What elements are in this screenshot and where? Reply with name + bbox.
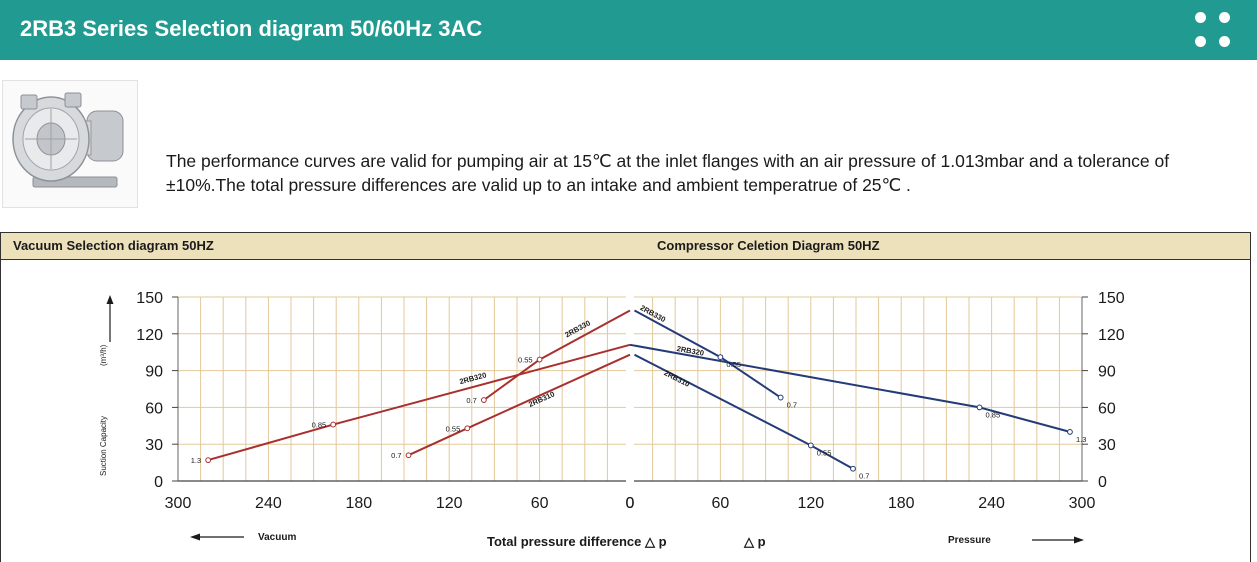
pressure-x-tick-label: 300 [1069,495,1096,512]
page-title: 2RB3 Series Selection diagram 50/60Hz 3A… [20,16,483,41]
chart-series [205,309,1073,472]
vacuum-x-tick-label: 180 [345,495,372,512]
product-image [2,80,138,208]
vacuum-y-tick-label: 30 [145,437,163,454]
vacuum-data-point [480,397,487,403]
pressure-series-line [629,343,1071,433]
pressure-data-point [777,394,784,401]
pressure-x-tick-label: 240 [978,495,1005,512]
vacuum-y-tick-label: 150 [136,290,163,307]
pressure-y-tick-label: 0 [1098,474,1107,491]
vacuum-series-name: 2RB310 [527,389,556,409]
panel-header: Vacuum Selection diagram 50HZ Compressor… [1,233,1250,260]
pressure-y-tick-label: 90 [1098,364,1116,381]
pressure-data-point [850,465,856,472]
pressure-x-tick-label: 0 [626,495,635,512]
vacuum-data-point [405,452,412,459]
pressure-point-label: 1.3 [1076,435,1086,444]
vacuum-y-tick-label: 60 [145,400,163,417]
vacuum-direction-arrow [190,533,244,541]
vacuum-point-label: 0.7 [391,451,401,460]
pressure-series-line [634,309,782,399]
chart-grid [177,296,1083,482]
y-axis-unit: (m³/h) [99,344,108,366]
pressure-series-name: 2RB310 [663,368,692,389]
vacuum-x-tick-label: 300 [165,495,192,512]
pressure-data-point [807,442,814,449]
pressure-y-tick-label: 30 [1098,437,1116,454]
vacuum-point-label: 0.7 [466,396,476,405]
pressure-x-tick-label: 180 [888,495,915,512]
vacuum-data-point [205,457,212,464]
vacuum-axis-label: Vacuum [258,532,296,543]
vacuum-x-tick-label: 120 [436,495,463,512]
vacuum-x-tick-label: 240 [255,495,282,512]
vacuum-data-point [464,425,471,432]
vacuum-x-tick-label: 60 [531,495,549,512]
vacuum-x-tick-label: 0 [626,495,635,512]
pressure-data-point [976,404,983,411]
delta-p-label: △ p [743,534,766,549]
pressure-data-point [1067,429,1073,435]
vacuum-point-label: 1.3 [191,456,201,465]
vacuum-series-name: 2RB330 [563,318,591,339]
pressure-y-tick-label: 60 [1098,400,1116,417]
vacuum-y-tick-label: 90 [145,364,163,381]
vacuum-series-line [483,309,631,401]
vacuum-y-tick-label: 120 [136,327,163,344]
vacuum-series-line [207,343,631,462]
pressure-point-label: 0.55 [817,448,832,457]
compressor-diagram-title: Compressor Celetion Diagram 50HZ [657,238,880,253]
vacuum-point-label: 0.55 [518,356,533,365]
pressure-y-tick-label: 150 [1098,290,1125,307]
vacuum-series-line [408,353,631,457]
dots-menu-icon[interactable] [1195,12,1235,48]
pressure-point-label: 0.55 [726,360,741,369]
vacuum-point-label: 0.55 [446,424,461,433]
chart-axes [172,296,1088,482]
vacuum-point-label: 0.85 [312,421,327,430]
vacuum-y-tick-label: 0 [154,474,163,491]
y-axis-arrow [106,295,114,342]
pressure-direction-arrow [1032,536,1084,544]
pressure-point-label: 0.85 [986,410,1001,419]
performance-description: The performance curves are valid for pum… [166,151,1170,195]
ring-blower-icon [12,92,124,188]
pressure-y-tick-label: 120 [1098,327,1125,344]
pressure-point-label: 0.7 [787,401,797,410]
selection-diagram-panel: Vacuum Selection diagram 50HZ Compressor… [0,232,1251,562]
pressure-difference-axis-title: Total pressure difference △ p [487,534,667,549]
vacuum-data-point [330,421,337,428]
header-banner: 2RB3 Series Selection diagram 50/60Hz 3A… [0,0,1257,60]
vacuum-diagram-title: Vacuum Selection diagram 50HZ [13,238,214,253]
y-axis-title: Suction Capacity [99,416,108,476]
pressure-data-point [717,354,724,361]
pressure-point-label: 0.7 [859,472,869,481]
pressure-axis-label: Pressure [948,535,991,546]
pressure-x-tick-label: 60 [712,495,730,512]
pressure-x-tick-label: 120 [797,495,824,512]
vacuum-data-point [536,356,543,363]
